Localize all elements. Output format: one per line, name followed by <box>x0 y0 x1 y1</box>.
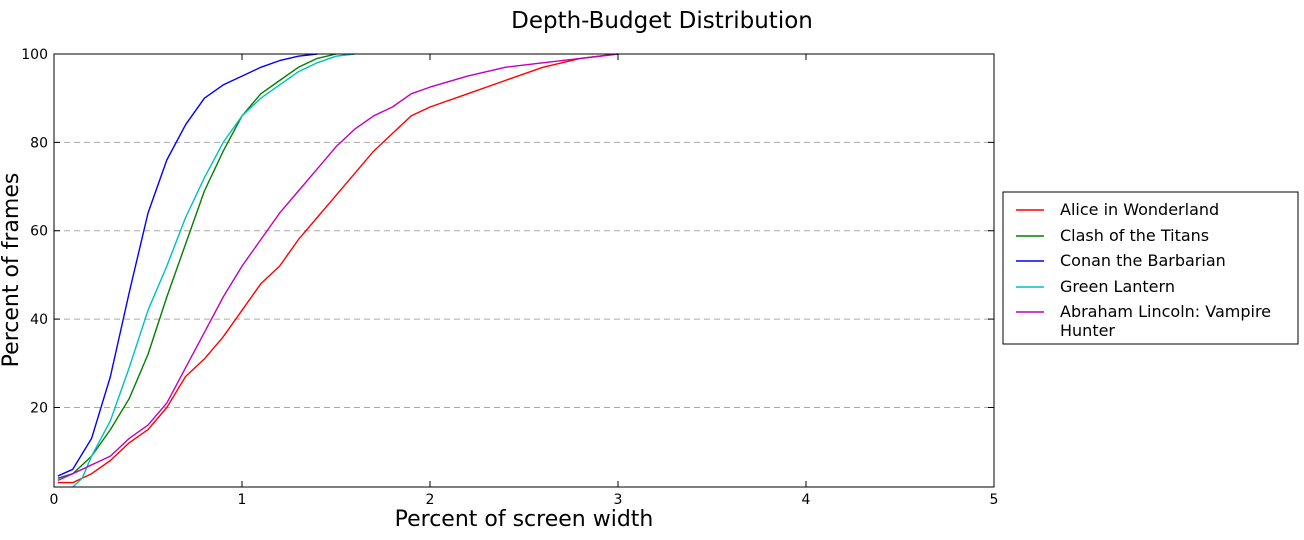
y-tick-label: 100 <box>21 47 48 63</box>
legend-label-0: Alice in Wonderland <box>1060 200 1219 219</box>
y-tick-label: 20 <box>30 400 48 416</box>
legend-label-1: Clash of the Titans <box>1060 226 1209 245</box>
series-line-1 <box>57 53 337 479</box>
x-axis-label: Percent of screen width <box>395 507 654 532</box>
grid-lines <box>54 141 994 408</box>
x-tick-label: 2 <box>426 492 435 508</box>
series-line-3 <box>72 53 355 488</box>
x-tick-label: 3 <box>614 492 623 508</box>
series-lines <box>57 53 619 488</box>
legend: Alice in Wonderland Clash of the Titans Co… <box>1002 191 1299 345</box>
x-tick-label: 1 <box>238 492 247 508</box>
y-tick-label: 40 <box>30 312 48 328</box>
axis-ticks: 0 1 2 3 4 5 20 40 60 80 100 <box>21 47 998 508</box>
y-axis-label: Percent of frames <box>0 173 24 368</box>
y-tick-label: 80 <box>30 135 48 151</box>
legend-label-2: Conan the Barbarian <box>1060 251 1226 270</box>
plot-area-frame <box>53 53 995 488</box>
y-tick-label: 60 <box>30 224 48 240</box>
legend-label-4: Abraham Lincoln: Vampire Hunter <box>1060 302 1271 340</box>
x-tick-label: 4 <box>802 492 811 508</box>
legend-box <box>1002 191 1299 345</box>
chart-title: Depth-Budget Distribution <box>511 8 813 34</box>
legend-label-3: Green Lantern <box>1060 277 1175 296</box>
series-line-0 <box>57 53 619 484</box>
x-tick-label: 5 <box>990 492 999 508</box>
x-tick-label: 0 <box>50 492 59 508</box>
series-line-2 <box>57 53 318 477</box>
series-line-4 <box>57 53 619 482</box>
